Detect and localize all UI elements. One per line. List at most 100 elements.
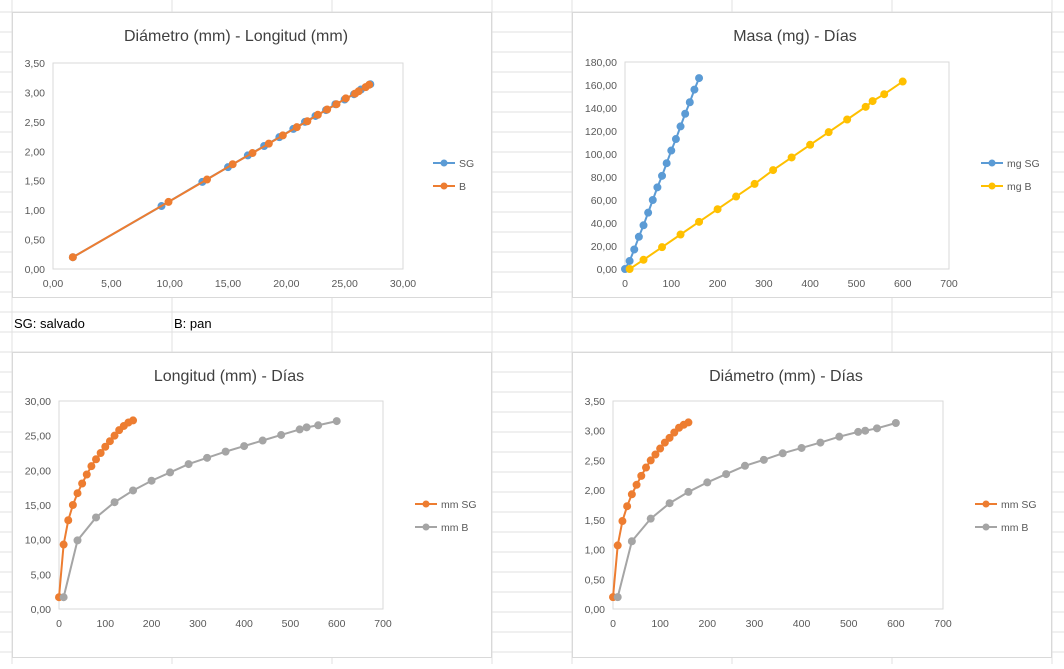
data-point [634,232,643,241]
data-point [166,468,175,477]
x-tick-label: 100 [651,618,669,630]
chart-masa-dias[interactable]: Masa (mg) - Días 0,00 20,00 40,00 60,00 80,00… [572,12,1052,298]
data-point [59,540,68,549]
y-tick-label: 2,50 [585,455,606,467]
data-point [613,541,622,550]
y-tick-label: 25,00 [25,431,51,443]
data-point [741,461,749,470]
chart-svg: Longitud (mm) - Días 0,00 5,00 10,00 15,00 20… [25,368,477,630]
data-point [690,85,699,94]
data-point [623,502,632,511]
y-tick-label: 20,00 [591,241,617,253]
legend-swatch-marker [988,182,996,190]
chart-title: Longitud (mm) - Días [154,368,304,385]
x-tick-label: 400 [793,618,811,630]
data-point [68,253,77,262]
data-point [630,245,639,254]
data-point [658,243,667,252]
legend-label: mm SG [1001,499,1037,511]
data-point [129,416,138,425]
data-point [101,442,110,451]
data-point [695,74,704,83]
data-point [613,593,622,602]
data-point [313,110,322,119]
chart-diametro-dias[interactable]: Diámetro (mm) - Días 0,00 0,50 1,00 1,50 2,00… [572,352,1052,658]
data-point [92,455,101,464]
data-point [203,175,211,184]
data-point [203,453,212,462]
y-tick-label: 30,00 [25,396,51,408]
plot-area [52,62,404,270]
data-point [258,436,267,445]
data-point [806,140,815,149]
legend-swatch-marker [982,523,990,531]
data-point [73,489,82,498]
data-point [639,221,648,230]
data-point [110,431,119,440]
legend-swatch-marker [440,159,448,167]
x-tick-label: 500 [282,618,300,630]
y-tick-label: 3,50 [585,396,606,408]
data-point [332,417,341,426]
data-point [868,97,877,106]
data-point [646,514,655,523]
data-point [778,449,787,458]
x-tick-label: 5,00 [101,278,122,290]
data-point [129,486,138,495]
y-tick-label: 60,00 [591,195,617,207]
x-tick-label: 30,00 [390,278,416,290]
data-point [759,455,768,464]
chart-diametro-longitud[interactable]: Diámetro (mm) - Longitud (mm) 0,00 0,50 1,0… [12,12,492,298]
y-tick-label: 1,00 [25,205,46,217]
data-point [861,102,870,111]
x-tick-label: 300 [755,278,773,290]
data-point [854,427,863,436]
x-tick-label: 25,00 [332,278,358,290]
data-point [660,438,669,447]
data-point [684,487,693,496]
y-tick-label: 140,00 [585,103,617,115]
data-point [824,128,833,137]
note-b: B: pan [174,316,212,331]
y-tick-label: 5,00 [31,569,52,581]
data-point [787,153,796,162]
y-tick-label: 0,00 [31,604,52,616]
data-point [644,208,653,217]
x-tick-label: 200 [709,278,727,290]
data-point [625,256,634,265]
legend-label: mg SG [1007,158,1040,170]
y-tick-label: 0,00 [585,604,606,616]
data-point [816,438,825,447]
x-tick-label: 600 [328,618,346,630]
x-tick-label: 10,00 [157,278,183,290]
legend-swatch-marker [440,182,448,190]
x-tick-label: 100 [97,618,115,630]
data-point [695,217,704,226]
y-tick-label: 2,00 [585,485,606,497]
y-tick-label: 1,50 [585,515,606,527]
data-point [82,470,91,479]
data-point [685,98,694,107]
data-point [627,537,636,546]
data-point [323,105,332,114]
data-point [59,593,68,602]
data-point [110,498,119,507]
y-tick-label: 2,50 [25,117,46,129]
chart-title: Masa (mg) - Días [733,28,857,45]
y-tick-label: 40,00 [591,218,617,230]
x-tick-label: 0 [610,618,616,630]
y-tick-label: 0,00 [597,264,618,276]
legend-label: mg B [1007,181,1032,193]
chart-longitud-dias[interactable]: Longitud (mm) - Días 0,00 5,00 10,00 15,00 20… [12,352,492,658]
data-point [278,131,287,140]
data-point [676,230,685,239]
data-point [303,117,312,126]
chart-svg: Diámetro (mm) - Días 0,00 0,50 1,00 1,50 2,00… [585,368,1037,630]
legend-label: B [459,181,466,193]
x-tick-label: 400 [235,618,253,630]
data-point [68,501,77,509]
data-point [87,462,96,471]
data-point [240,442,249,451]
x-tick-label: 200 [143,618,161,630]
y-tick-label: 10,00 [25,535,51,547]
